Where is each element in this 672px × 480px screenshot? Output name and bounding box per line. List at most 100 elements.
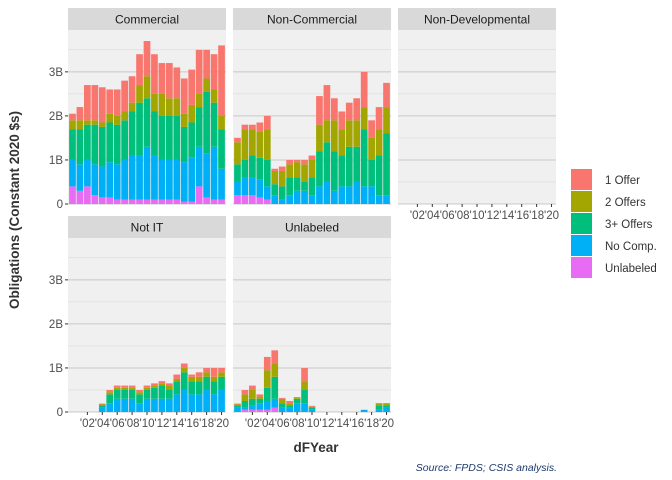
bar-segment <box>143 146 151 200</box>
bar-segment <box>128 102 136 112</box>
bar-segment <box>69 113 76 121</box>
bar-segment <box>210 89 218 103</box>
bar-segment <box>375 155 383 196</box>
bar-segment <box>286 164 293 178</box>
bar-segment <box>128 385 136 388</box>
bar-segment <box>241 407 249 410</box>
bar-segment <box>353 146 361 182</box>
legend-item: 3+ Offers <box>571 213 653 234</box>
bar-segment <box>383 403 390 406</box>
bar-segment <box>69 129 76 160</box>
bar-segment <box>158 381 166 384</box>
bar-segment <box>331 190 338 204</box>
facet-strip-label: Commercial <box>115 13 179 27</box>
bar-segment <box>293 159 301 163</box>
bar-segment <box>113 164 121 200</box>
facet-strip <box>233 216 391 238</box>
bar-segment <box>180 367 188 373</box>
legend-key <box>571 169 592 190</box>
bar-segment <box>173 378 181 382</box>
bar-segment <box>91 120 99 125</box>
x-tick-label: '20 <box>214 418 229 430</box>
bar-segment <box>203 372 210 377</box>
bar-segment <box>76 129 84 165</box>
bar-segment <box>256 131 264 158</box>
bar-segment <box>218 389 225 412</box>
bar-segment <box>98 404 106 406</box>
bar-segment <box>308 177 316 196</box>
bar-segment <box>121 111 128 121</box>
bar-segment <box>375 409 383 412</box>
bar-segment <box>195 146 203 187</box>
bar-segment <box>203 376 210 390</box>
legend-key <box>571 191 592 212</box>
bar-segment <box>271 170 279 185</box>
bar-segment <box>121 120 128 160</box>
bar-segment <box>151 155 158 200</box>
bar-segment <box>76 107 84 121</box>
legend-item: 2 Offers <box>571 191 646 212</box>
caption: Source: FPDS; CSIS analysis. <box>416 462 557 474</box>
bar-segment <box>360 409 368 412</box>
bar-segment <box>98 197 106 204</box>
legend-label: No Comp. <box>605 241 657 253</box>
bar-segment <box>203 367 210 373</box>
x-tick-label: '14 <box>334 418 350 430</box>
bar-segment <box>128 398 136 412</box>
bar-segment <box>234 137 241 143</box>
bar-segment <box>180 162 188 202</box>
bar-segment <box>375 405 383 410</box>
bar-segment <box>263 356 271 371</box>
bar-segment <box>76 120 84 130</box>
bar-segment <box>210 199 218 204</box>
bar-segment <box>173 98 181 116</box>
bar-segment <box>188 69 196 105</box>
x-tick-label: '08 <box>455 210 470 222</box>
bar-segment <box>286 403 293 406</box>
bar-segment <box>203 197 210 204</box>
bar-segment <box>263 129 271 160</box>
bar-segment <box>121 385 128 388</box>
x-tick-label: '06 <box>440 210 455 222</box>
bar-segment <box>98 405 106 408</box>
bar-segment <box>249 398 256 406</box>
bar-segment <box>98 126 106 167</box>
bar-segment <box>136 54 143 86</box>
bar-segment <box>368 120 375 138</box>
bar-segment <box>308 406 316 408</box>
bar-segment <box>286 177 293 196</box>
bar-segment <box>143 389 151 399</box>
bar-segment <box>143 76 151 99</box>
bar-segment <box>218 129 225 169</box>
bar-segment <box>128 199 136 204</box>
bar-segment <box>151 199 158 204</box>
x-tick-label: '06 <box>110 418 125 430</box>
bar-segment <box>210 54 218 90</box>
bar-segment <box>158 385 166 399</box>
facet-panel: Non-Developmental'02'04'06'08'10'12'14'1… <box>398 8 559 222</box>
bar-segment <box>338 155 346 187</box>
bar-segment <box>76 164 84 191</box>
bar-segment <box>301 403 308 412</box>
x-tick-label: '06 <box>275 418 290 430</box>
bar-segment <box>383 133 390 196</box>
bar-segment <box>345 146 353 187</box>
bar-segment <box>263 199 271 204</box>
bar-segment <box>136 85 143 103</box>
bar-segment <box>84 124 91 160</box>
bar-segment <box>263 186 271 200</box>
bar-segment <box>323 181 331 204</box>
bar-segment <box>166 383 173 386</box>
bar-segment <box>69 159 76 187</box>
bar-segment <box>98 407 106 412</box>
bar-segment <box>136 392 143 395</box>
bar-segment <box>203 153 210 198</box>
bar-segment <box>91 195 99 204</box>
bar-segment <box>234 195 241 204</box>
bar-segment <box>308 405 316 407</box>
bar-segment <box>234 405 241 408</box>
bar-segment <box>195 49 203 94</box>
bar-segment <box>316 151 323 187</box>
bar-segment <box>256 197 264 204</box>
